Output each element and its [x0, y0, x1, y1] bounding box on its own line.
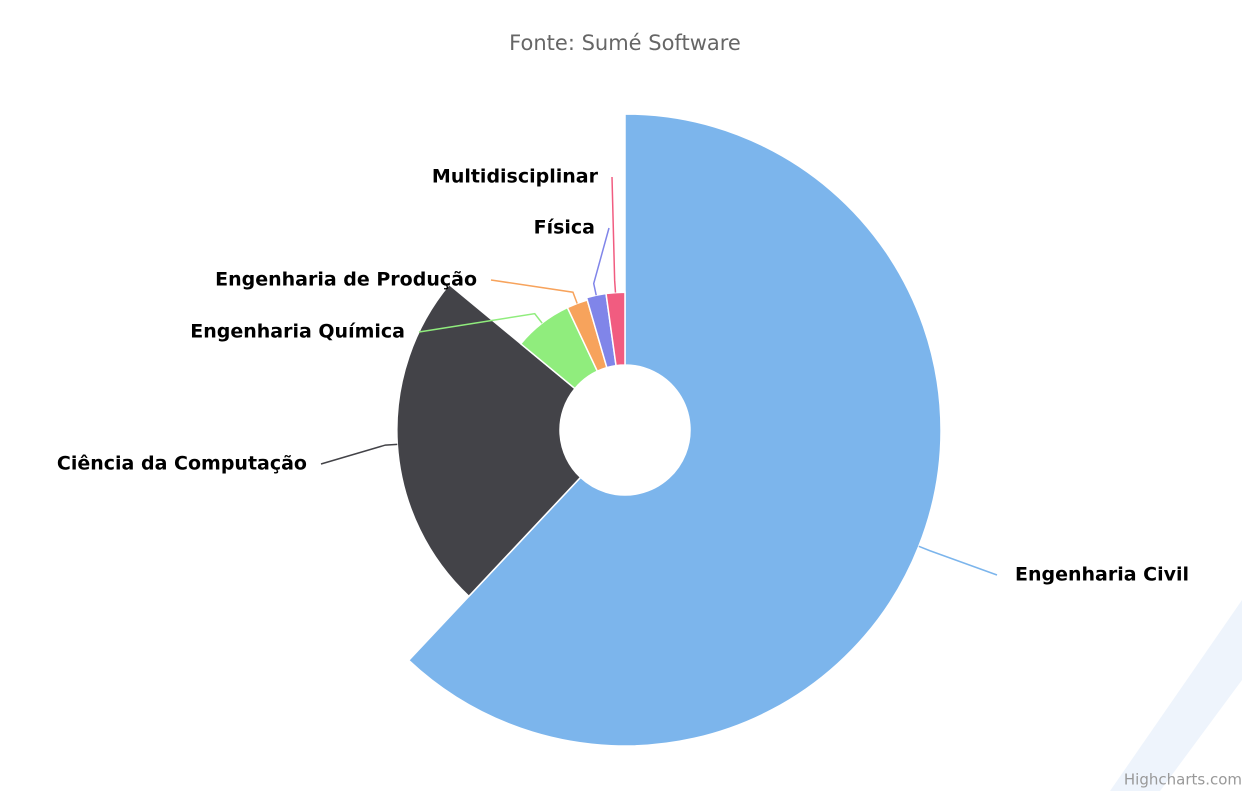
slice [605, 291, 626, 367]
data-label: Engenharia Civil [1015, 564, 1189, 586]
connector [918, 545, 998, 576]
connector [320, 443, 398, 465]
data-label: Multidisciplinar [432, 166, 599, 188]
data-label: Engenharia de Produção [215, 269, 477, 291]
credits: Highcharts.com [1124, 771, 1242, 789]
connector [611, 176, 617, 293]
connector [592, 227, 610, 296]
connector [418, 312, 543, 333]
data-label: Engenharia Química [190, 321, 405, 343]
chart-subtitle: Fonte: Sumé Software [509, 31, 741, 55]
data-label: Ciência da Computação [57, 453, 307, 475]
data-label: Física [534, 217, 595, 239]
connector [490, 279, 578, 304]
slice [407, 113, 942, 747]
slice [396, 283, 582, 598]
watermark [1110, 600, 1242, 791]
